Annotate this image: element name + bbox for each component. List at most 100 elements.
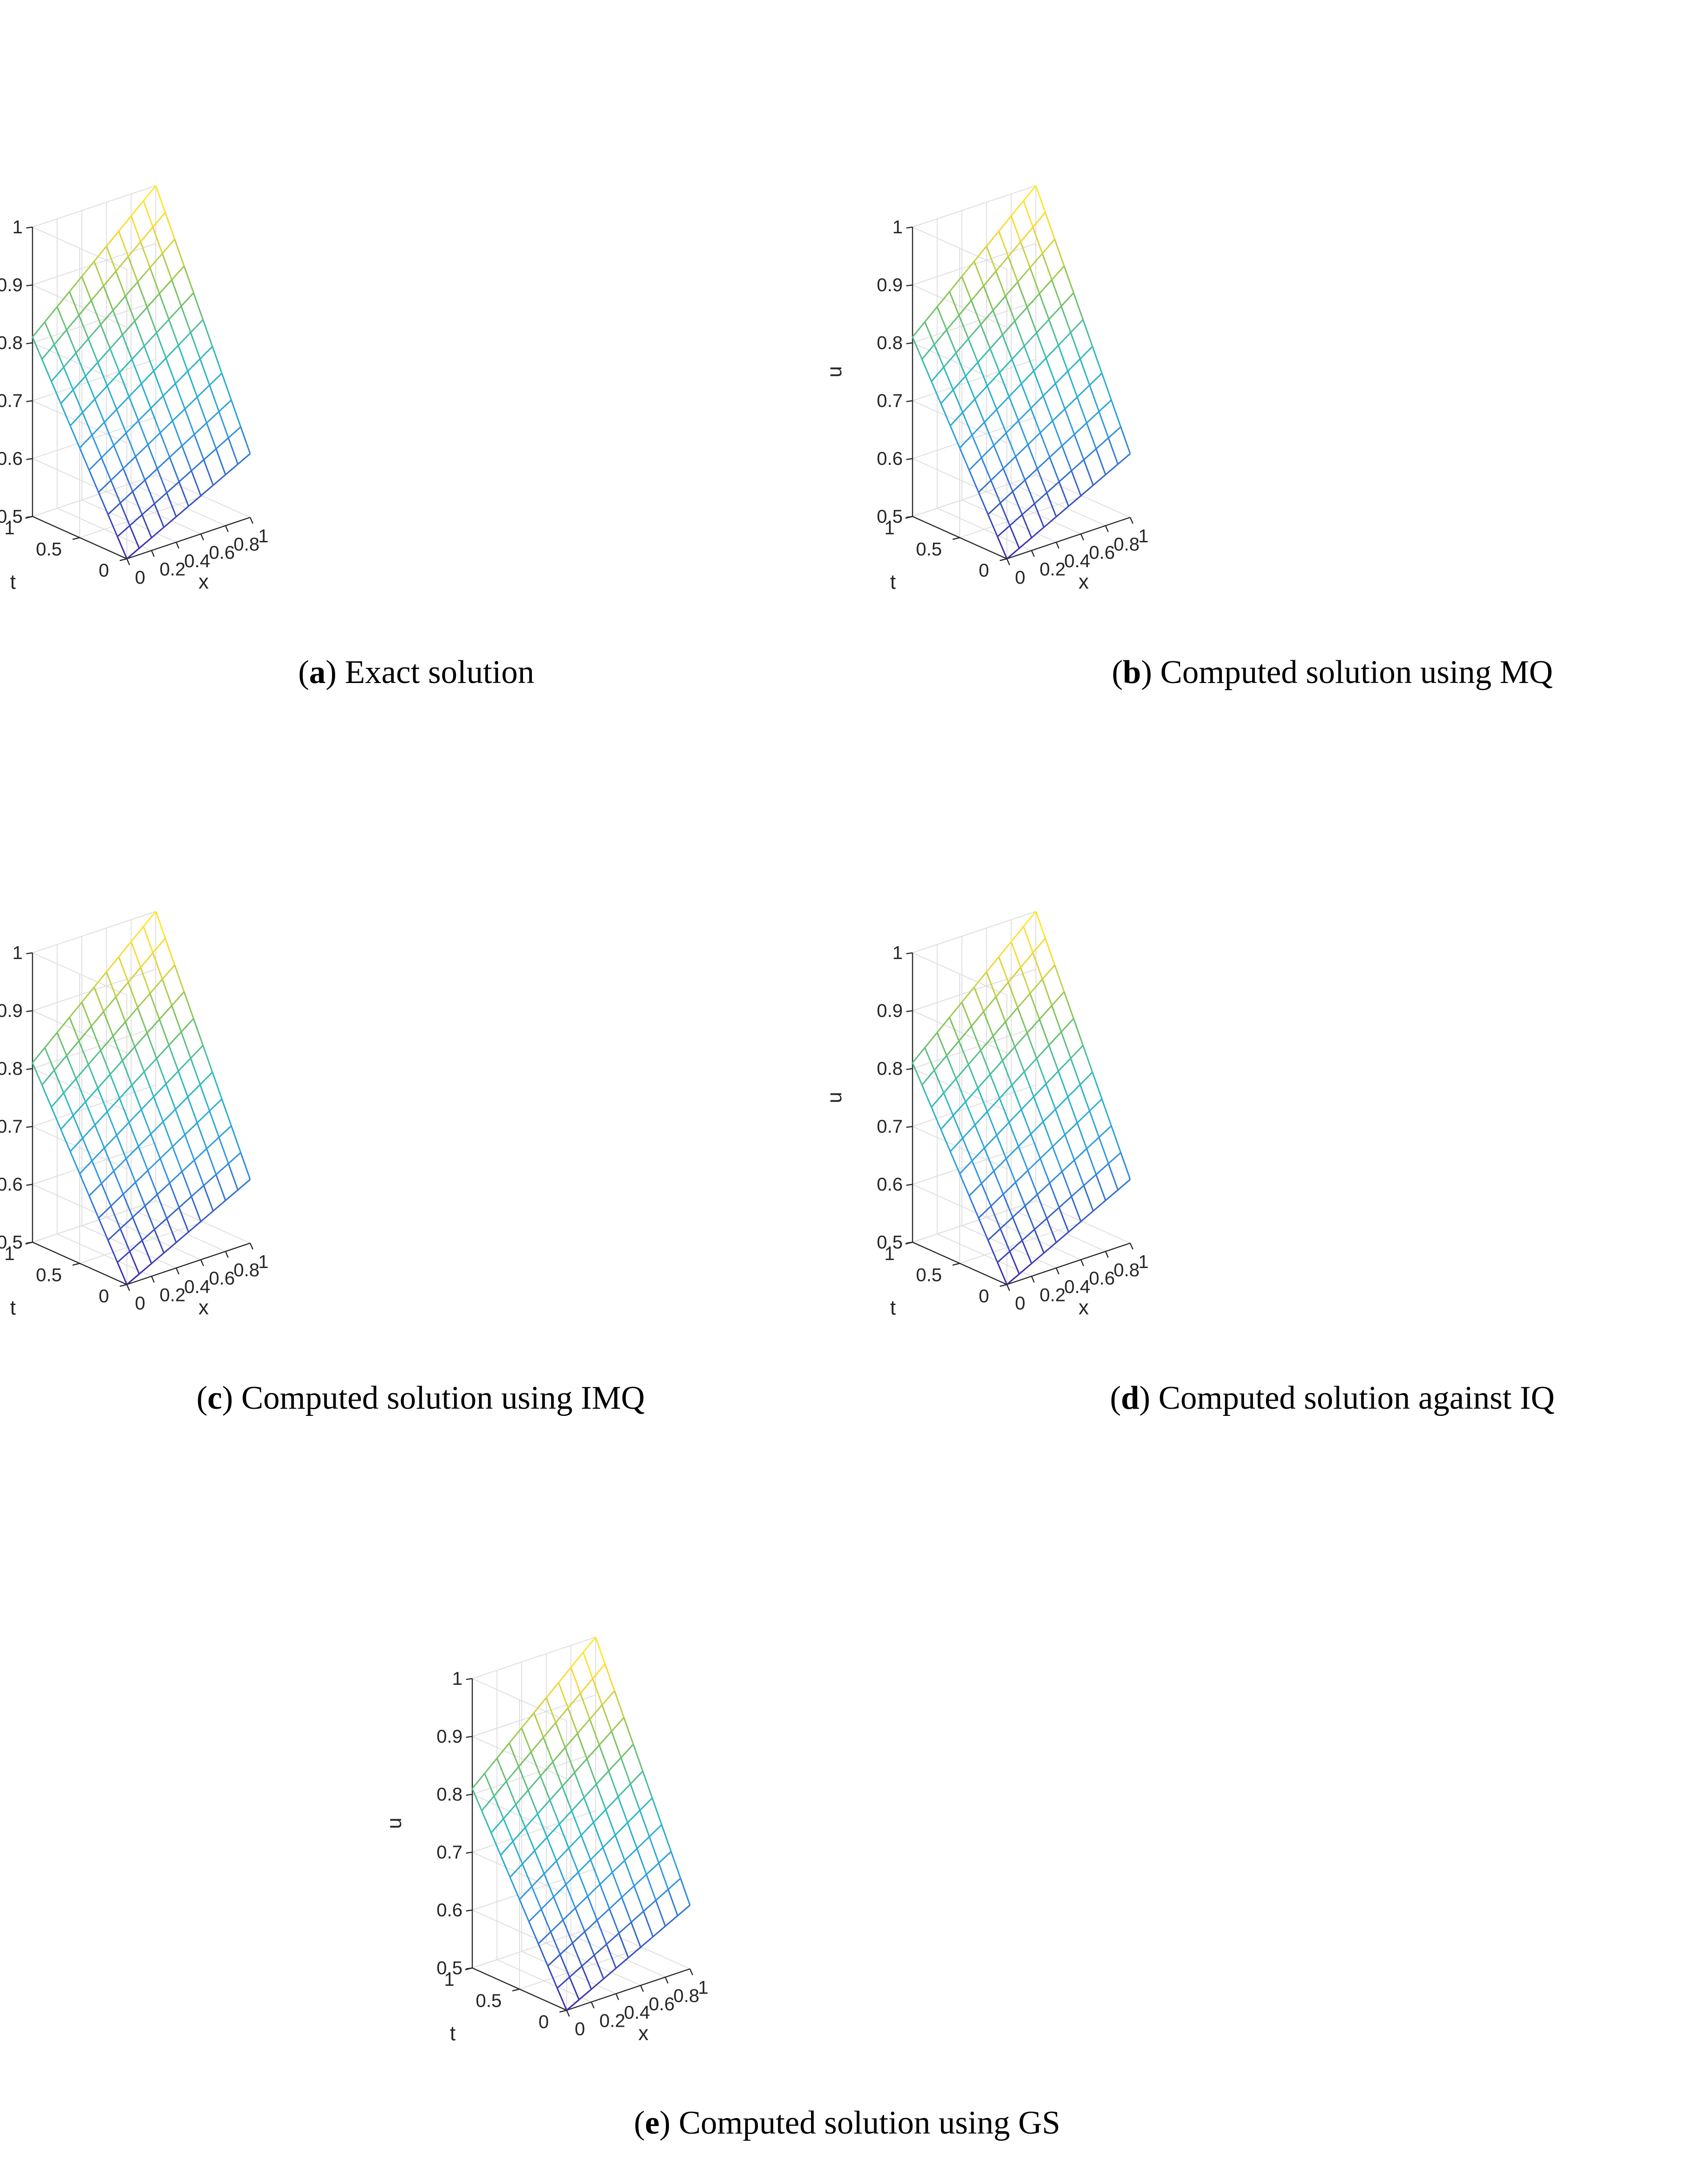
mesh-segment — [218, 1137, 229, 1164]
mesh-segment — [990, 1194, 1004, 1207]
x-axis-label: x — [199, 570, 209, 593]
mesh-segment — [119, 1084, 133, 1099]
mesh-segment — [971, 422, 985, 436]
mesh-segment — [115, 996, 126, 1022]
mesh-segment — [933, 1070, 945, 1094]
mesh-segment — [196, 384, 210, 398]
t-tick-mark — [119, 1284, 127, 1287]
mesh-segment — [63, 367, 74, 390]
mesh-segment — [1051, 279, 1062, 307]
mesh-segment — [131, 359, 142, 384]
mesh-segment — [1108, 1152, 1121, 1164]
mesh-segment — [117, 525, 130, 537]
mesh-segment — [125, 1158, 136, 1183]
mesh-segment — [162, 979, 173, 1006]
mesh-segment — [143, 911, 157, 927]
mesh-segment — [974, 987, 985, 1012]
mesh-segment — [952, 389, 963, 413]
t-tick-label: 0.5 — [36, 539, 62, 560]
mesh-segment — [153, 1083, 167, 1098]
mesh-segment — [564, 1733, 578, 1748]
mesh-segment — [996, 1122, 1010, 1136]
mesh-segment — [212, 474, 226, 486]
mesh-segment — [69, 1138, 83, 1152]
gridline-t-floor — [32, 1200, 156, 1243]
x-tick-mark — [249, 1243, 254, 1250]
mesh-segment — [912, 337, 923, 360]
mesh-segment — [132, 480, 146, 492]
mesh-segment — [481, 1795, 495, 1811]
x-tick-label: 0.4 — [184, 550, 210, 571]
mesh-segment — [518, 1751, 532, 1767]
mesh-segment — [552, 1747, 566, 1763]
caption-a: (a) Exact solution — [298, 654, 535, 691]
mesh-segment — [130, 926, 144, 943]
mesh-segment — [162, 395, 174, 421]
mesh-segment — [110, 1060, 123, 1075]
mesh-segment — [138, 1146, 149, 1171]
mesh-segment — [1095, 1174, 1107, 1201]
mesh-segment — [958, 1025, 972, 1041]
z-tick-mark — [26, 342, 33, 345]
mesh-segment — [1064, 409, 1075, 435]
mesh-segment — [82, 1138, 93, 1161]
mesh-segment — [990, 1060, 1003, 1075]
t-tick-mark — [25, 516, 33, 519]
mesh-segment — [90, 300, 101, 325]
mesh-segment — [156, 468, 168, 493]
mesh-segment — [940, 403, 951, 426]
mesh-segment — [961, 260, 975, 277]
mesh-segment — [187, 358, 201, 372]
mesh-segment — [997, 536, 1008, 559]
mesh-segment — [575, 1895, 588, 1909]
mesh-segment — [1017, 281, 1028, 308]
mesh-segment — [1060, 1018, 1074, 1033]
mesh-segment — [1030, 395, 1044, 409]
mesh-segment — [959, 1160, 973, 1175]
mesh-segment — [113, 1171, 124, 1195]
mesh-segment — [1070, 1045, 1084, 1059]
mesh-segment — [115, 271, 126, 297]
mesh-segment — [933, 1055, 947, 1071]
mesh-segment — [655, 1900, 666, 1927]
mesh-segment — [119, 358, 133, 373]
mesh-segment — [143, 332, 157, 347]
mesh-segment — [88, 470, 99, 493]
z-tick-label: 0.5 — [877, 1232, 903, 1252]
mesh-segment — [97, 1217, 109, 1241]
mesh-segment — [500, 1841, 514, 1856]
mesh-segment — [126, 548, 140, 560]
mesh-segment — [159, 1146, 173, 1159]
mesh-segment — [175, 505, 189, 517]
mesh-segment — [959, 447, 970, 471]
mesh-segment — [169, 445, 183, 458]
z-tick-mark — [906, 342, 913, 345]
x-tick-label: 0.6 — [209, 1268, 235, 1289]
mesh-segment — [1010, 200, 1024, 217]
mesh-segment — [965, 362, 978, 377]
gridline-z-back — [32, 417, 156, 459]
mesh-segment — [50, 1106, 62, 1130]
mesh-segment — [1049, 1183, 1060, 1208]
mesh-segment — [184, 396, 198, 410]
mesh-segment — [583, 1797, 594, 1823]
mesh-segment — [112, 1021, 126, 1037]
x-tick-label: 0 — [1015, 567, 1025, 588]
mesh-segment — [1011, 359, 1022, 384]
mesh-segment — [149, 979, 163, 994]
gridline-t-floor — [32, 475, 156, 517]
mesh-segment — [997, 1251, 1010, 1263]
x-tick-mark — [175, 1268, 179, 1275]
mesh-segment — [617, 1797, 629, 1823]
mesh-segment — [142, 200, 154, 228]
mesh-segment — [88, 324, 101, 339]
z-tick-mark — [26, 1010, 33, 1012]
mesh-segment — [1058, 1057, 1071, 1072]
mesh-segment — [144, 1194, 158, 1207]
mesh-segment — [509, 1877, 520, 1900]
mesh-segment — [522, 1863, 533, 1887]
mesh-segment — [611, 1717, 625, 1732]
